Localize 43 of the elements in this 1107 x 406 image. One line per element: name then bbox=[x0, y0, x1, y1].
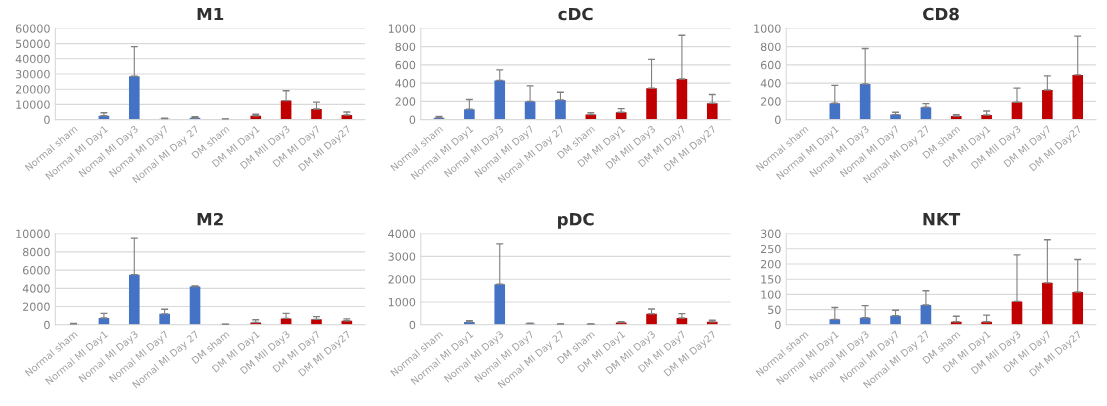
y-tick-label: 0 bbox=[775, 320, 781, 330]
y-tick-label: 200 bbox=[395, 97, 416, 106]
chart-title: cDC bbox=[558, 7, 593, 21]
y-tick-label: 600 bbox=[395, 60, 416, 70]
y-tick-label: 0 bbox=[44, 115, 50, 124]
chart-title: CD8 bbox=[923, 7, 959, 21]
y-tick-label: 2000 bbox=[23, 302, 50, 311]
y-tick-label: 10000 bbox=[16, 100, 50, 109]
y-tick-label: 800 bbox=[760, 42, 781, 52]
chart-title: NKT bbox=[923, 213, 961, 226]
y-tick-label: 50000 bbox=[16, 39, 50, 48]
y-tick-label: 1000 bbox=[388, 24, 416, 33]
y-tick-label: 200 bbox=[760, 259, 781, 269]
y-tick-label: 30000 bbox=[15, 69, 50, 79]
y-tick-label: 0 bbox=[409, 320, 416, 330]
y-tick-label: 50 bbox=[768, 305, 781, 314]
y-tick-label: 100 bbox=[761, 290, 781, 299]
y-tick-label: 800 bbox=[395, 42, 416, 52]
chart-title: M2 bbox=[197, 212, 223, 226]
y-tick-label: 250 bbox=[760, 244, 781, 254]
y-tick-label: 150 bbox=[761, 275, 781, 284]
y-tick-label: 400 bbox=[395, 79, 416, 88]
y-tick-label: 40000 bbox=[15, 54, 50, 64]
y-tick-label: 4000 bbox=[388, 229, 416, 238]
y-tick-label: 200 bbox=[760, 97, 781, 106]
y-tick-label: 8000 bbox=[22, 247, 50, 257]
y-tick-label: 0 bbox=[44, 320, 50, 330]
y-tick-label: 2000 bbox=[388, 275, 416, 284]
y-tick-label: 6000 bbox=[22, 266, 50, 275]
y-tick-label: 400 bbox=[760, 79, 781, 88]
y-tick-label: 600 bbox=[760, 60, 781, 70]
chart-title: M1 bbox=[197, 7, 224, 21]
y-tick-label: 0 bbox=[409, 115, 416, 124]
y-tick-label: 300 bbox=[761, 229, 781, 238]
chart-title: pDC bbox=[558, 212, 594, 229]
y-tick-label: 20000 bbox=[15, 85, 50, 94]
y-tick-label: 3000 bbox=[388, 252, 416, 261]
y-tick-label: 60000 bbox=[15, 24, 50, 33]
y-tick-label: 1000 bbox=[388, 297, 416, 307]
y-tick-label: 4000 bbox=[22, 284, 50, 293]
y-tick-label: 0 bbox=[775, 115, 781, 124]
y-tick-label: 1000 bbox=[754, 24, 781, 33]
y-tick-label: 10000 bbox=[16, 229, 50, 238]
